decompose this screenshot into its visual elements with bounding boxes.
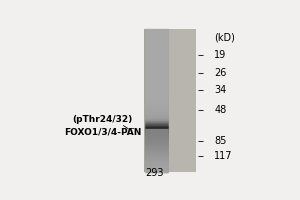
- Text: --: --: [198, 136, 205, 146]
- Text: --: --: [198, 68, 205, 78]
- Text: 48: 48: [214, 105, 226, 115]
- Text: --: --: [128, 124, 135, 133]
- Text: 19: 19: [214, 50, 226, 60]
- Text: 26: 26: [214, 68, 226, 78]
- Text: --: --: [198, 85, 205, 95]
- Bar: [169, 29, 196, 172]
- Bar: [145, 29, 196, 172]
- Bar: [145, 29, 169, 172]
- Text: (pThr24/32): (pThr24/32): [73, 115, 133, 124]
- Text: (kD): (kD): [214, 33, 235, 43]
- Text: 117: 117: [214, 151, 233, 161]
- Text: --: --: [198, 50, 205, 60]
- Text: 34: 34: [214, 85, 226, 95]
- Text: FOXO1/3/4-PAN: FOXO1/3/4-PAN: [64, 127, 141, 136]
- Text: 293: 293: [146, 168, 164, 178]
- Text: --: --: [198, 105, 205, 115]
- Text: 85: 85: [214, 136, 226, 146]
- Text: --: --: [198, 151, 205, 161]
